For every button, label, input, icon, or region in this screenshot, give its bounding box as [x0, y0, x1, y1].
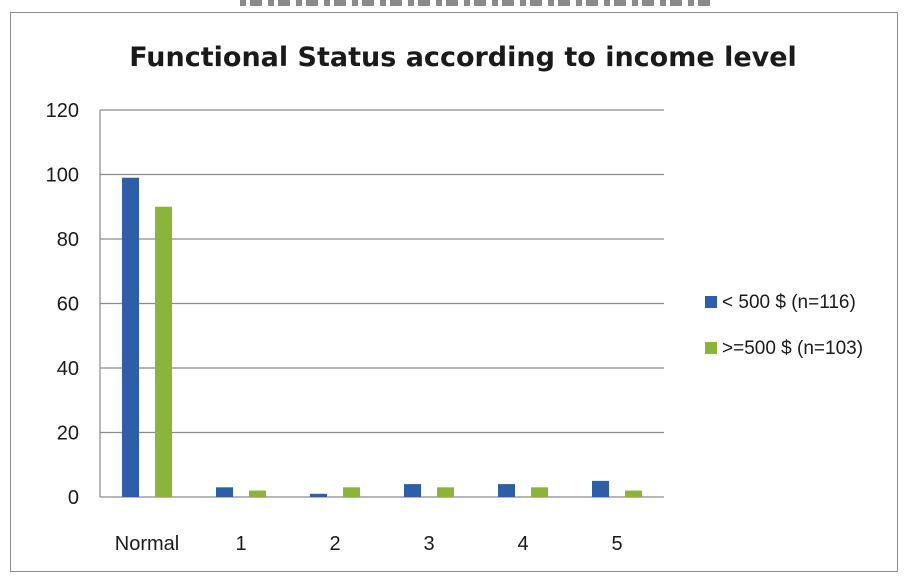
bar-over-500-5: [625, 490, 642, 497]
gridlines: [99, 109, 664, 498]
bar-under-500-normal: [122, 177, 139, 497]
x-tick-label: 2: [329, 533, 340, 555]
y-tick-label: 120: [46, 100, 79, 122]
legend-label: >=500 $ (n=103): [722, 338, 863, 359]
bar-under-500-2: [310, 493, 327, 497]
bar-under-500-1: [216, 487, 233, 497]
bar-over-500-1: [249, 490, 266, 497]
bar-under-500-4: [498, 484, 515, 497]
x-tick-label: 1: [235, 533, 246, 555]
x-tick-label: 4: [517, 533, 528, 555]
y-axis-ticks: 0 20 40 60 80 100 120: [46, 100, 79, 509]
bar-under-500-3: [404, 484, 421, 497]
x-axis-ticks: Normal 1 2 3 4 5: [115, 533, 623, 555]
legend: < 500 $ (n=116) >=500 $ (n=103): [705, 292, 863, 359]
bar-over-500-3: [437, 487, 454, 497]
y-tick-label: 80: [57, 229, 79, 251]
cropped-text-fragment: [240, 0, 710, 6]
bars: [122, 177, 642, 497]
y-tick-label: 0: [68, 487, 79, 509]
y-tick-label: 60: [57, 294, 79, 316]
x-tick-label: 5: [611, 533, 622, 555]
bar-over-500-normal: [155, 206, 172, 497]
y-tick-label: 100: [46, 165, 79, 187]
legend-swatch: [705, 296, 717, 308]
y-tick-label: 40: [57, 358, 79, 380]
legend-label: < 500 $ (n=116): [722, 292, 856, 313]
legend-swatch: [705, 342, 717, 354]
chart-title: Functional Status according to income le…: [129, 42, 797, 73]
bar-over-500-4: [531, 487, 548, 497]
y-tick-label: 20: [57, 423, 79, 445]
x-tick-label: Normal: [115, 533, 179, 555]
bar-over-500-2: [343, 487, 360, 497]
x-tick-label: 3: [423, 533, 434, 555]
bar-under-500-5: [592, 480, 609, 497]
